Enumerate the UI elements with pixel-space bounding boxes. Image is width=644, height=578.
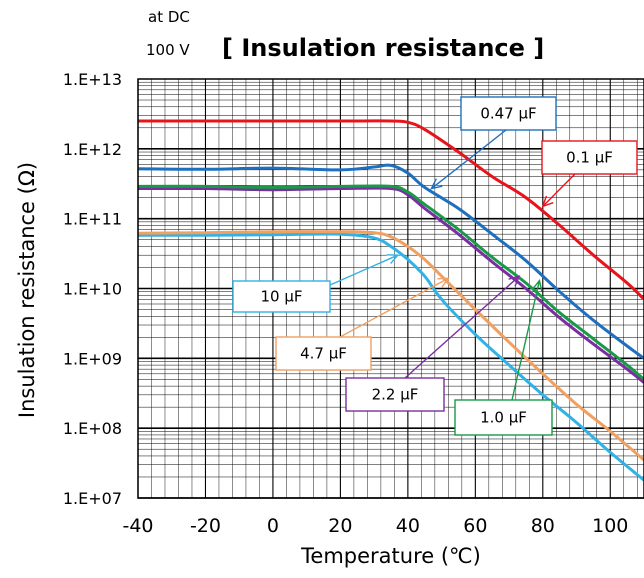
chart-subtitle-line2: 100 V <box>146 41 190 59</box>
callout-box-0-47-Fuf <box>460 96 557 131</box>
callout-arrowhead <box>386 254 400 265</box>
callout-leader-0-1-Fuf <box>542 173 576 207</box>
y-tick-label: 1.E+08 <box>63 419 122 438</box>
callout-box-1-0-Fuf <box>454 399 553 436</box>
y-tick-label: 1.E+11 <box>63 210 122 229</box>
callout-label: 0.47 μF <box>480 105 536 123</box>
callout-arrowhead <box>541 195 554 208</box>
callout-arrowhead <box>508 275 521 287</box>
y-tick-label: 1.E+10 <box>63 280 122 299</box>
series-lines <box>138 119 644 482</box>
x-tick-label: 0 <box>267 515 279 537</box>
series-line-0-47-Fuf <box>138 163 644 360</box>
x-tick-label: 100 <box>592 515 628 537</box>
y-tick-label: 1.E+09 <box>63 349 122 368</box>
x-tick-label: 20 <box>328 515 352 537</box>
callout-arrowhead <box>437 277 450 288</box>
series-line-1-0-Fuf <box>138 184 644 381</box>
series-line-2-2-Fuf <box>138 186 644 384</box>
callout-label: 1.0 μF <box>480 409 527 427</box>
chart-title: [ Insulation resistance ] <box>222 34 544 62</box>
callout-box-2-2-Fuf <box>345 377 445 412</box>
callout-box-4-7-Fuf <box>275 336 372 371</box>
x-tick-label: 60 <box>463 515 487 537</box>
callout-leader-0-47-Fuf <box>431 129 507 190</box>
series-line-0-1-Fuf <box>138 119 644 301</box>
y-axis-label: Insulation resistance (Ω) <box>15 162 39 418</box>
x-tick-label: 80 <box>531 515 555 537</box>
y-tick-label: 1.E+12 <box>63 140 122 159</box>
callout-box-0-1-Fuf <box>541 140 638 175</box>
x-axis-label: Temperature (℃) <box>300 544 481 568</box>
callout-leader-1-0-Fuf <box>511 280 541 401</box>
plot-frame <box>137 78 644 499</box>
series-line-10-Fuf <box>138 232 644 482</box>
x-tick-label: -40 <box>122 515 153 537</box>
callout-label: 4.7 μF <box>300 345 347 363</box>
x-tick-label: -20 <box>190 515 221 537</box>
callout-label: 0.1 μF <box>566 149 613 167</box>
callout-leader-10-Fuf <box>329 254 399 286</box>
tick-labels: 1.E+07 1.E+08 1.E+09 1.E+10 1.E+11 1.E+12 1.E+… <box>63 70 629 537</box>
x-tick-label: 40 <box>396 515 420 537</box>
y-tick-label: 1.E+13 <box>63 70 122 89</box>
callout-label: 2.2 μF <box>372 386 419 404</box>
chart-subtitle-line1: at DC <box>148 8 190 26</box>
callout-box-10-Fuf <box>232 280 331 313</box>
callout-arrowhead <box>430 178 443 190</box>
callout-label: 10 μF <box>260 288 302 306</box>
callouts: 0.47 μF 0.1 μF 10 μF 4.7 μF 2.2 μF 1.0 μF <box>232 96 638 436</box>
callout-leader-2-2-Fuf <box>404 275 520 379</box>
callout-leader-4-7-Fuf <box>339 277 449 338</box>
series-line-4-7-Fuf <box>138 230 644 462</box>
y-tick-label: 1.E+07 <box>63 489 122 508</box>
callout-arrowhead <box>532 278 543 292</box>
